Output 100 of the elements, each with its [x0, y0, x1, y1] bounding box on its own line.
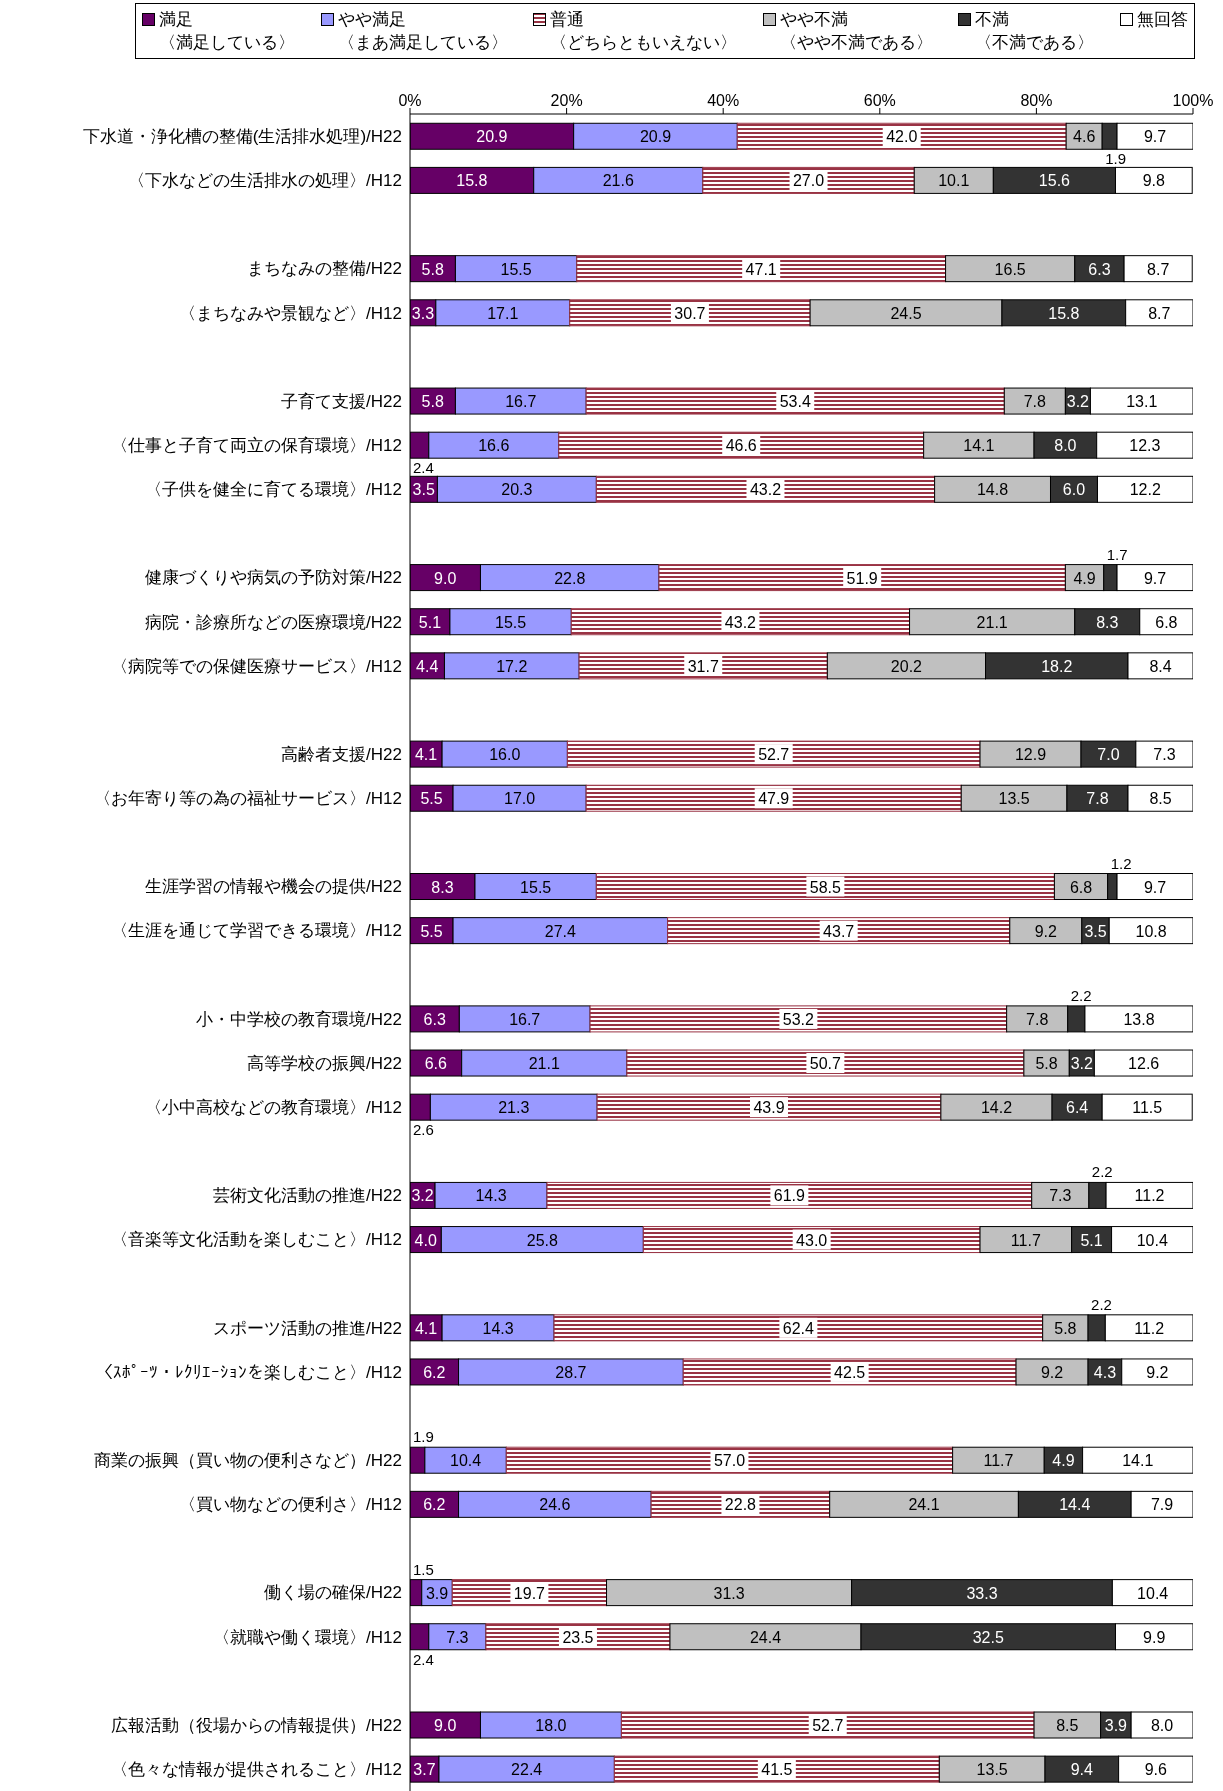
data-label: 15.5 [500, 260, 532, 278]
data-label: 9.4 [1070, 1761, 1094, 1779]
data-label: 23.5 [562, 1628, 594, 1646]
data-label: 16.0 [489, 746, 521, 764]
data-label: 2.2 [1091, 1163, 1113, 1181]
data-label: 21.6 [602, 172, 634, 190]
y-tick-label: 〈子供を健全に育てる環境〉/H12 [145, 480, 402, 500]
bar [620, 1711, 1035, 1739]
data-label: 24.4 [749, 1628, 782, 1646]
data-label: 16.6 [478, 437, 510, 455]
bar [626, 1049, 1025, 1077]
data-label: 17.1 [487, 304, 519, 322]
data-label: 9.7 [1143, 878, 1167, 896]
data-label: 5.8 [421, 393, 444, 411]
data-label: 17.0 [504, 790, 536, 808]
data-label: 7.3 [1153, 746, 1176, 764]
data-label: 9.8 [1142, 172, 1166, 190]
data-label: 13.1 [1126, 393, 1158, 411]
y-tick-label: 〈ｽﾎﾟｰﾂ・ﾚｸﾘｴｰｼｮﾝを楽しむこと〉/H12 [96, 1362, 402, 1382]
y-tick-label: 〈就職や働く環境〉/H12 [213, 1627, 402, 1647]
bar [702, 166, 915, 194]
data-label: 6.0 [1062, 481, 1086, 499]
data-label: 43.2 [724, 613, 757, 631]
data-label: 24.6 [539, 1496, 571, 1514]
data-label: 7.0 [1097, 746, 1120, 764]
data-label: 14.2 [980, 1099, 1013, 1117]
legend-label: やや不満〈やや不満である〉 [779, 9, 933, 54]
data-label: 8.4 [1149, 657, 1172, 675]
data-label: 8.3 [1096, 613, 1119, 631]
x-tick-label: 60% [863, 92, 896, 109]
bar [682, 1358, 1017, 1386]
data-label: 6.2 [423, 1496, 446, 1514]
data-label: 7.3 [1049, 1187, 1072, 1205]
data-label: 1.7 [1106, 545, 1128, 563]
data-label: 4.3 [1093, 1363, 1117, 1381]
data-label: 5.1 [1080, 1231, 1103, 1249]
y-tick-label: 〈買い物などの便利さ〉/H12 [179, 1495, 402, 1515]
legend-label: 普通〈どちらともいえない〉 [550, 9, 738, 54]
data-label: 14.1 [1122, 1452, 1154, 1470]
y-tick-label: 〈病院等での保健医療サービス〉/H12 [111, 656, 402, 676]
data-label: 7.9 [1150, 1496, 1174, 1514]
data-label: 30.7 [674, 304, 706, 322]
data-label: 10.4 [1137, 1584, 1169, 1602]
data-label: 3.5 [412, 481, 435, 499]
data-label: 2.4 [413, 1650, 434, 1668]
y-tick-label: 芸術文化活動の推進/H22 [213, 1186, 402, 1206]
y-tick-label: 〈お年寄り等の為の福祉サービス〉/H12 [94, 789, 402, 809]
y-tick-label: 高等学校の振興/H22 [247, 1053, 402, 1073]
data-label: 42.0 [886, 128, 918, 146]
data-label: 1.5 [413, 1560, 434, 1578]
bar [658, 564, 1066, 592]
y-tick-label: 病院・診療所などの医療環境/H22 [145, 612, 402, 632]
legend-label: やや満足〈まあ満足している〉 [337, 9, 508, 54]
data-label: 24.5 [890, 304, 922, 322]
data-label: 6.4 [1065, 1099, 1089, 1117]
y-tick-label: 〈生涯を通じて学習できる環境〉/H12 [111, 921, 402, 941]
legend-label: 不満〈不満である〉 [975, 9, 1095, 54]
data-label: 15.6 [1038, 172, 1071, 190]
data-label: 1.2 [1110, 854, 1132, 872]
data-label: 10.4 [450, 1452, 482, 1470]
bar [585, 784, 962, 812]
data-label: 15.8 [456, 172, 488, 190]
bar [736, 122, 1067, 150]
data-label: 4.4 [416, 657, 439, 675]
x-tick-label: 20% [550, 92, 583, 109]
data-label: 12.3 [1129, 437, 1161, 455]
data-label: 20.2 [890, 657, 923, 675]
data-label: 14.3 [475, 1187, 507, 1205]
data-label: 8.5 [1056, 1717, 1079, 1734]
data-label: 9.6 [1144, 1761, 1168, 1779]
data-label: 6.3 [423, 1010, 446, 1028]
y-tick-label: 下水道・浄化槽の整備(生活排水処理)/H22 [82, 127, 402, 147]
data-label: 62.4 [782, 1319, 815, 1337]
x-tick-label: 100% [1172, 92, 1214, 109]
data-label: 18.2 [1041, 657, 1073, 675]
data-label: 6.6 [424, 1055, 448, 1073]
data-label: 21.1 [976, 613, 1008, 631]
data-label: 9.0 [434, 569, 457, 587]
bar [566, 740, 981, 768]
bar [558, 431, 925, 459]
data-label: 9.2 [1034, 922, 1058, 940]
data-label: 20.3 [501, 481, 533, 499]
data-label: 9.2 [1040, 1363, 1064, 1381]
data-label: 11.7 [1010, 1231, 1041, 1249]
y-tick-label: まちなみの整備/H22 [247, 259, 402, 279]
y-tick-label: 働く場の確保/H22 [264, 1583, 402, 1603]
data-label: 12.9 [1014, 746, 1047, 764]
data-label: 53.2 [782, 1010, 815, 1028]
data-label: 9.7 [1143, 569, 1167, 587]
data-label: 7.3 [446, 1628, 469, 1646]
data-label: 7.8 [1023, 393, 1047, 411]
data-label: 3.7 [413, 1761, 436, 1779]
data-label: 16.5 [994, 260, 1026, 278]
data-label: 61.9 [773, 1187, 806, 1205]
data-label: 3.3 [411, 304, 435, 322]
data-label: 10.4 [1136, 1231, 1168, 1249]
data-label: 10.8 [1135, 922, 1167, 940]
data-label: 11.2 [1134, 1187, 1165, 1205]
data-label: 4.9 [1052, 1452, 1075, 1470]
data-label: 42.5 [834, 1363, 866, 1381]
